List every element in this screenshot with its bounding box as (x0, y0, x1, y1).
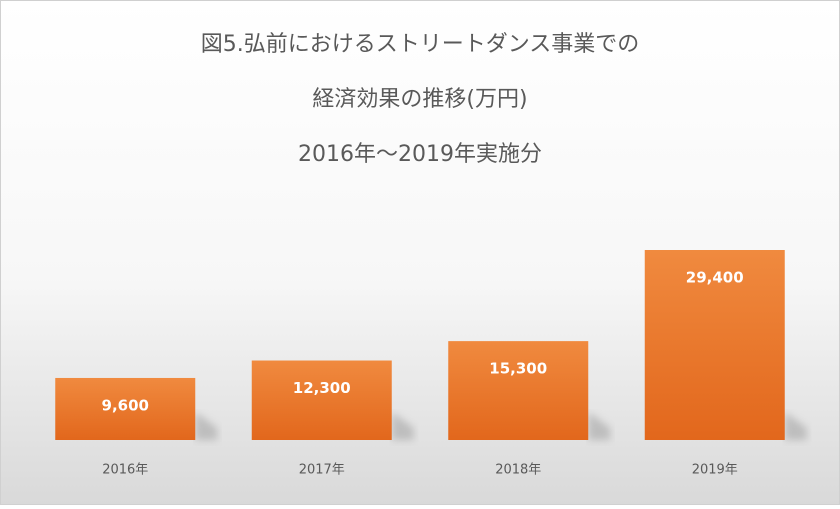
bar-shadow (784, 412, 807, 440)
value-label: 12,300 (293, 379, 351, 397)
chart-title: 図5.弘前におけるストリートダンス事業での (201, 32, 640, 57)
bar (251, 360, 392, 440)
value-label: 15,300 (489, 360, 547, 378)
bar-shadow (195, 412, 218, 440)
x-tick-label: 2018年 (495, 463, 541, 478)
bar-shadow (588, 412, 611, 440)
x-tick-label: 2016年 (102, 463, 148, 478)
chart-title: 経済効果の推移(万円) (312, 87, 527, 112)
value-label: 9,600 (102, 396, 149, 414)
value-label: 29,400 (686, 269, 744, 287)
bar (644, 250, 785, 440)
chart-title: 2016年～2019年実施分 (298, 142, 542, 167)
x-tick-label: 2017年 (299, 463, 345, 478)
bar (55, 377, 196, 440)
bar-shadow (391, 412, 414, 440)
bar (448, 341, 589, 440)
x-tick-label: 2019年 (692, 463, 738, 478)
